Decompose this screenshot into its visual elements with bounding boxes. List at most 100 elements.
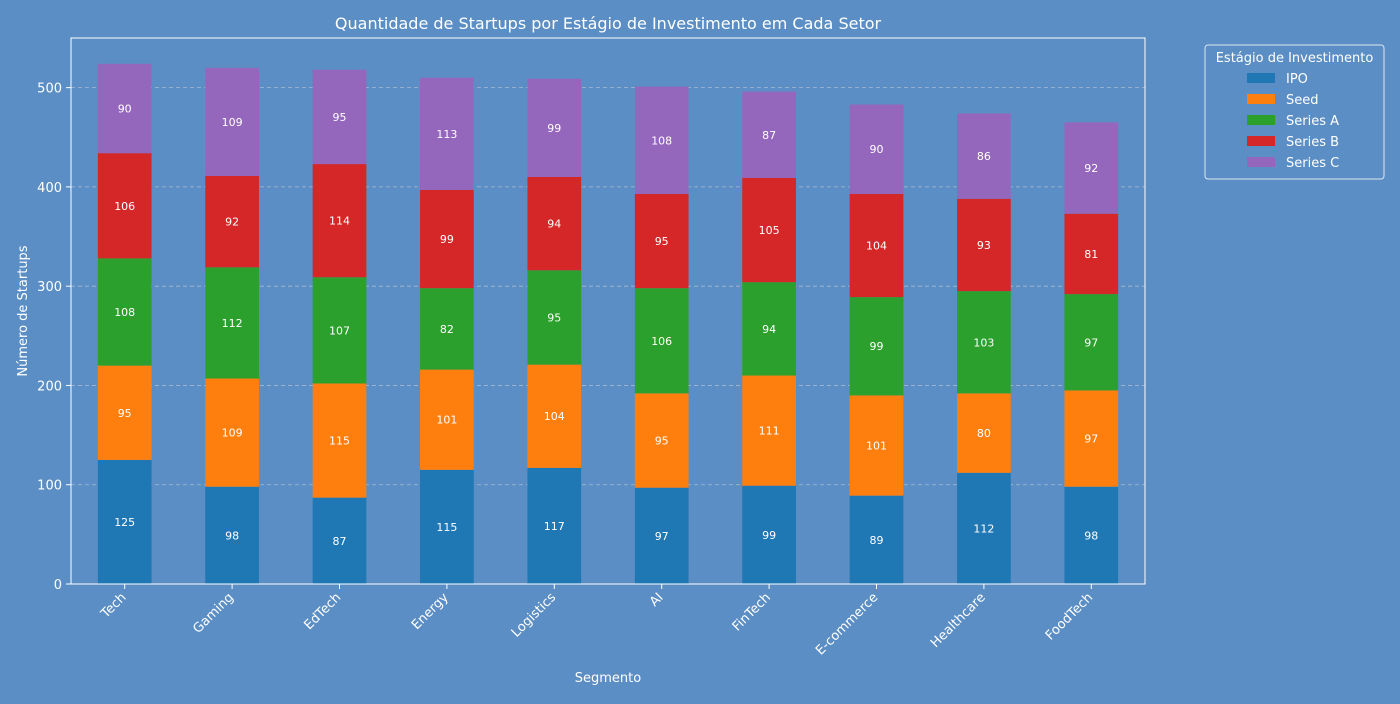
data-label: 82 bbox=[440, 323, 454, 336]
data-label: 115 bbox=[436, 521, 457, 534]
bar-segment-series-a bbox=[420, 288, 474, 370]
y-tick-label: 100 bbox=[37, 479, 62, 494]
data-label: 99 bbox=[547, 122, 561, 135]
bar-segment-series-a bbox=[742, 282, 796, 376]
data-label: 86 bbox=[977, 150, 991, 163]
bar-segment-series-c bbox=[634, 86, 689, 194]
legend: Estágio de Investimento IPO Seed Series A Se… bbox=[1204, 44, 1385, 180]
plot-frame bbox=[70, 37, 1146, 585]
bar-segment-ipo bbox=[957, 472, 1011, 584]
data-label: 108 bbox=[114, 306, 135, 319]
bar-segment-seed bbox=[849, 395, 904, 496]
bar-segment-seed bbox=[312, 383, 367, 498]
data-label: 97 bbox=[1084, 433, 1098, 446]
data-label: 98 bbox=[1084, 529, 1098, 542]
bar-segment-series-b bbox=[957, 198, 1011, 292]
x-tick-label: E-commerce bbox=[813, 590, 881, 658]
y-tick-label: 300 bbox=[37, 280, 62, 295]
chart-title: Quantidade de Startups por Estágio de In… bbox=[335, 14, 882, 33]
data-label: 113 bbox=[436, 128, 457, 141]
bar-segment-series-a bbox=[634, 288, 689, 394]
data-label: 90 bbox=[870, 143, 884, 156]
data-label: 112 bbox=[222, 317, 243, 330]
y-tick-label: 0 bbox=[54, 578, 62, 593]
data-label: 93 bbox=[977, 239, 991, 252]
bar-segment-series-a bbox=[527, 270, 582, 365]
bar-segment-series-c bbox=[97, 63, 152, 154]
bar-segment-seed bbox=[97, 365, 152, 460]
data-label: 115 bbox=[329, 435, 350, 448]
bar-segment-ipo bbox=[97, 459, 152, 584]
bar-segment-ipo bbox=[420, 469, 474, 584]
bar-segment-series-a bbox=[97, 258, 152, 366]
data-label: 94 bbox=[762, 323, 776, 336]
bar-segment-ipo bbox=[312, 497, 367, 584]
data-label: 104 bbox=[544, 410, 565, 423]
bar-segment-ipo bbox=[849, 495, 904, 584]
legend-swatch bbox=[1247, 136, 1275, 146]
data-label: 103 bbox=[973, 336, 994, 349]
data-label: 99 bbox=[762, 529, 776, 542]
data-label: 114 bbox=[329, 215, 350, 228]
data-label: 95 bbox=[118, 407, 132, 420]
bar-segment-series-b bbox=[527, 176, 582, 271]
data-label: 87 bbox=[333, 535, 347, 548]
bar-segment-series-b bbox=[634, 193, 689, 289]
legend-entry: Series B bbox=[1286, 135, 1339, 150]
bar-segment-seed bbox=[527, 364, 582, 468]
data-label: 80 bbox=[977, 427, 991, 440]
bar-segment-series-a bbox=[312, 277, 367, 384]
data-label: 99 bbox=[440, 233, 454, 246]
bar-segment-series-b bbox=[742, 177, 796, 283]
x-tick-label: EdTech bbox=[301, 590, 344, 633]
data-label: 89 bbox=[870, 534, 884, 547]
data-label: 81 bbox=[1084, 248, 1098, 261]
legend-entry: Series A bbox=[1286, 114, 1339, 129]
bar-segment-series-b bbox=[97, 153, 152, 259]
data-label: 98 bbox=[225, 529, 239, 542]
bar-segment-seed bbox=[742, 375, 796, 486]
data-label: 92 bbox=[225, 216, 239, 229]
data-label: 104 bbox=[866, 239, 887, 252]
data-label: 94 bbox=[547, 218, 561, 231]
bar-segment-seed bbox=[205, 378, 259, 487]
data-label: 97 bbox=[1084, 336, 1098, 349]
bar-segment-series-c bbox=[527, 78, 582, 177]
bars: 125 98 87 115 117 97 99 89 112 98 95 109 115 101 104 95… bbox=[97, 63, 1119, 584]
data-label: 95 bbox=[655, 435, 669, 448]
data-label: 109 bbox=[222, 427, 243, 440]
bar-segment-series-b bbox=[312, 164, 367, 278]
data-label: 101 bbox=[436, 414, 457, 427]
legend-entry: Series C bbox=[1286, 156, 1339, 171]
bar-segment-series-a bbox=[205, 267, 259, 379]
data-label: 106 bbox=[651, 335, 672, 348]
bar-segment-series-c bbox=[742, 91, 796, 178]
x-tick-label: Tech bbox=[98, 590, 130, 622]
bar-segment-series-c bbox=[1064, 122, 1119, 214]
bar-segment-ipo bbox=[1064, 486, 1119, 584]
x-tick-label: FinTech bbox=[730, 590, 774, 634]
data-label: 99 bbox=[870, 340, 884, 353]
bar-segment-series-b bbox=[420, 189, 474, 289]
legend-swatch bbox=[1247, 73, 1275, 83]
bar-segment-series-b bbox=[1064, 213, 1119, 295]
y-tick-label: 500 bbox=[37, 82, 62, 97]
data-label: 95 bbox=[655, 235, 669, 248]
data-label: 95 bbox=[333, 111, 347, 124]
bar-segment-series-c bbox=[849, 104, 904, 194]
legend-title: Estágio de Investimento bbox=[1216, 51, 1374, 66]
data-label: 125 bbox=[114, 516, 135, 529]
x-tick-label: AI bbox=[647, 590, 667, 610]
bar-segment-series-b bbox=[205, 175, 259, 268]
bar-segment-ipo bbox=[634, 487, 689, 584]
data-label: 111 bbox=[759, 425, 780, 438]
data-label: 117 bbox=[544, 520, 565, 533]
legend-entry: IPO bbox=[1286, 72, 1308, 87]
bar-segment-seed bbox=[1064, 390, 1119, 487]
x-tick-label: Gaming bbox=[190, 590, 237, 637]
x-axis-label: Segmento bbox=[575, 671, 642, 686]
bar-segment-series-c bbox=[957, 113, 1011, 199]
data-label: 87 bbox=[762, 129, 776, 142]
